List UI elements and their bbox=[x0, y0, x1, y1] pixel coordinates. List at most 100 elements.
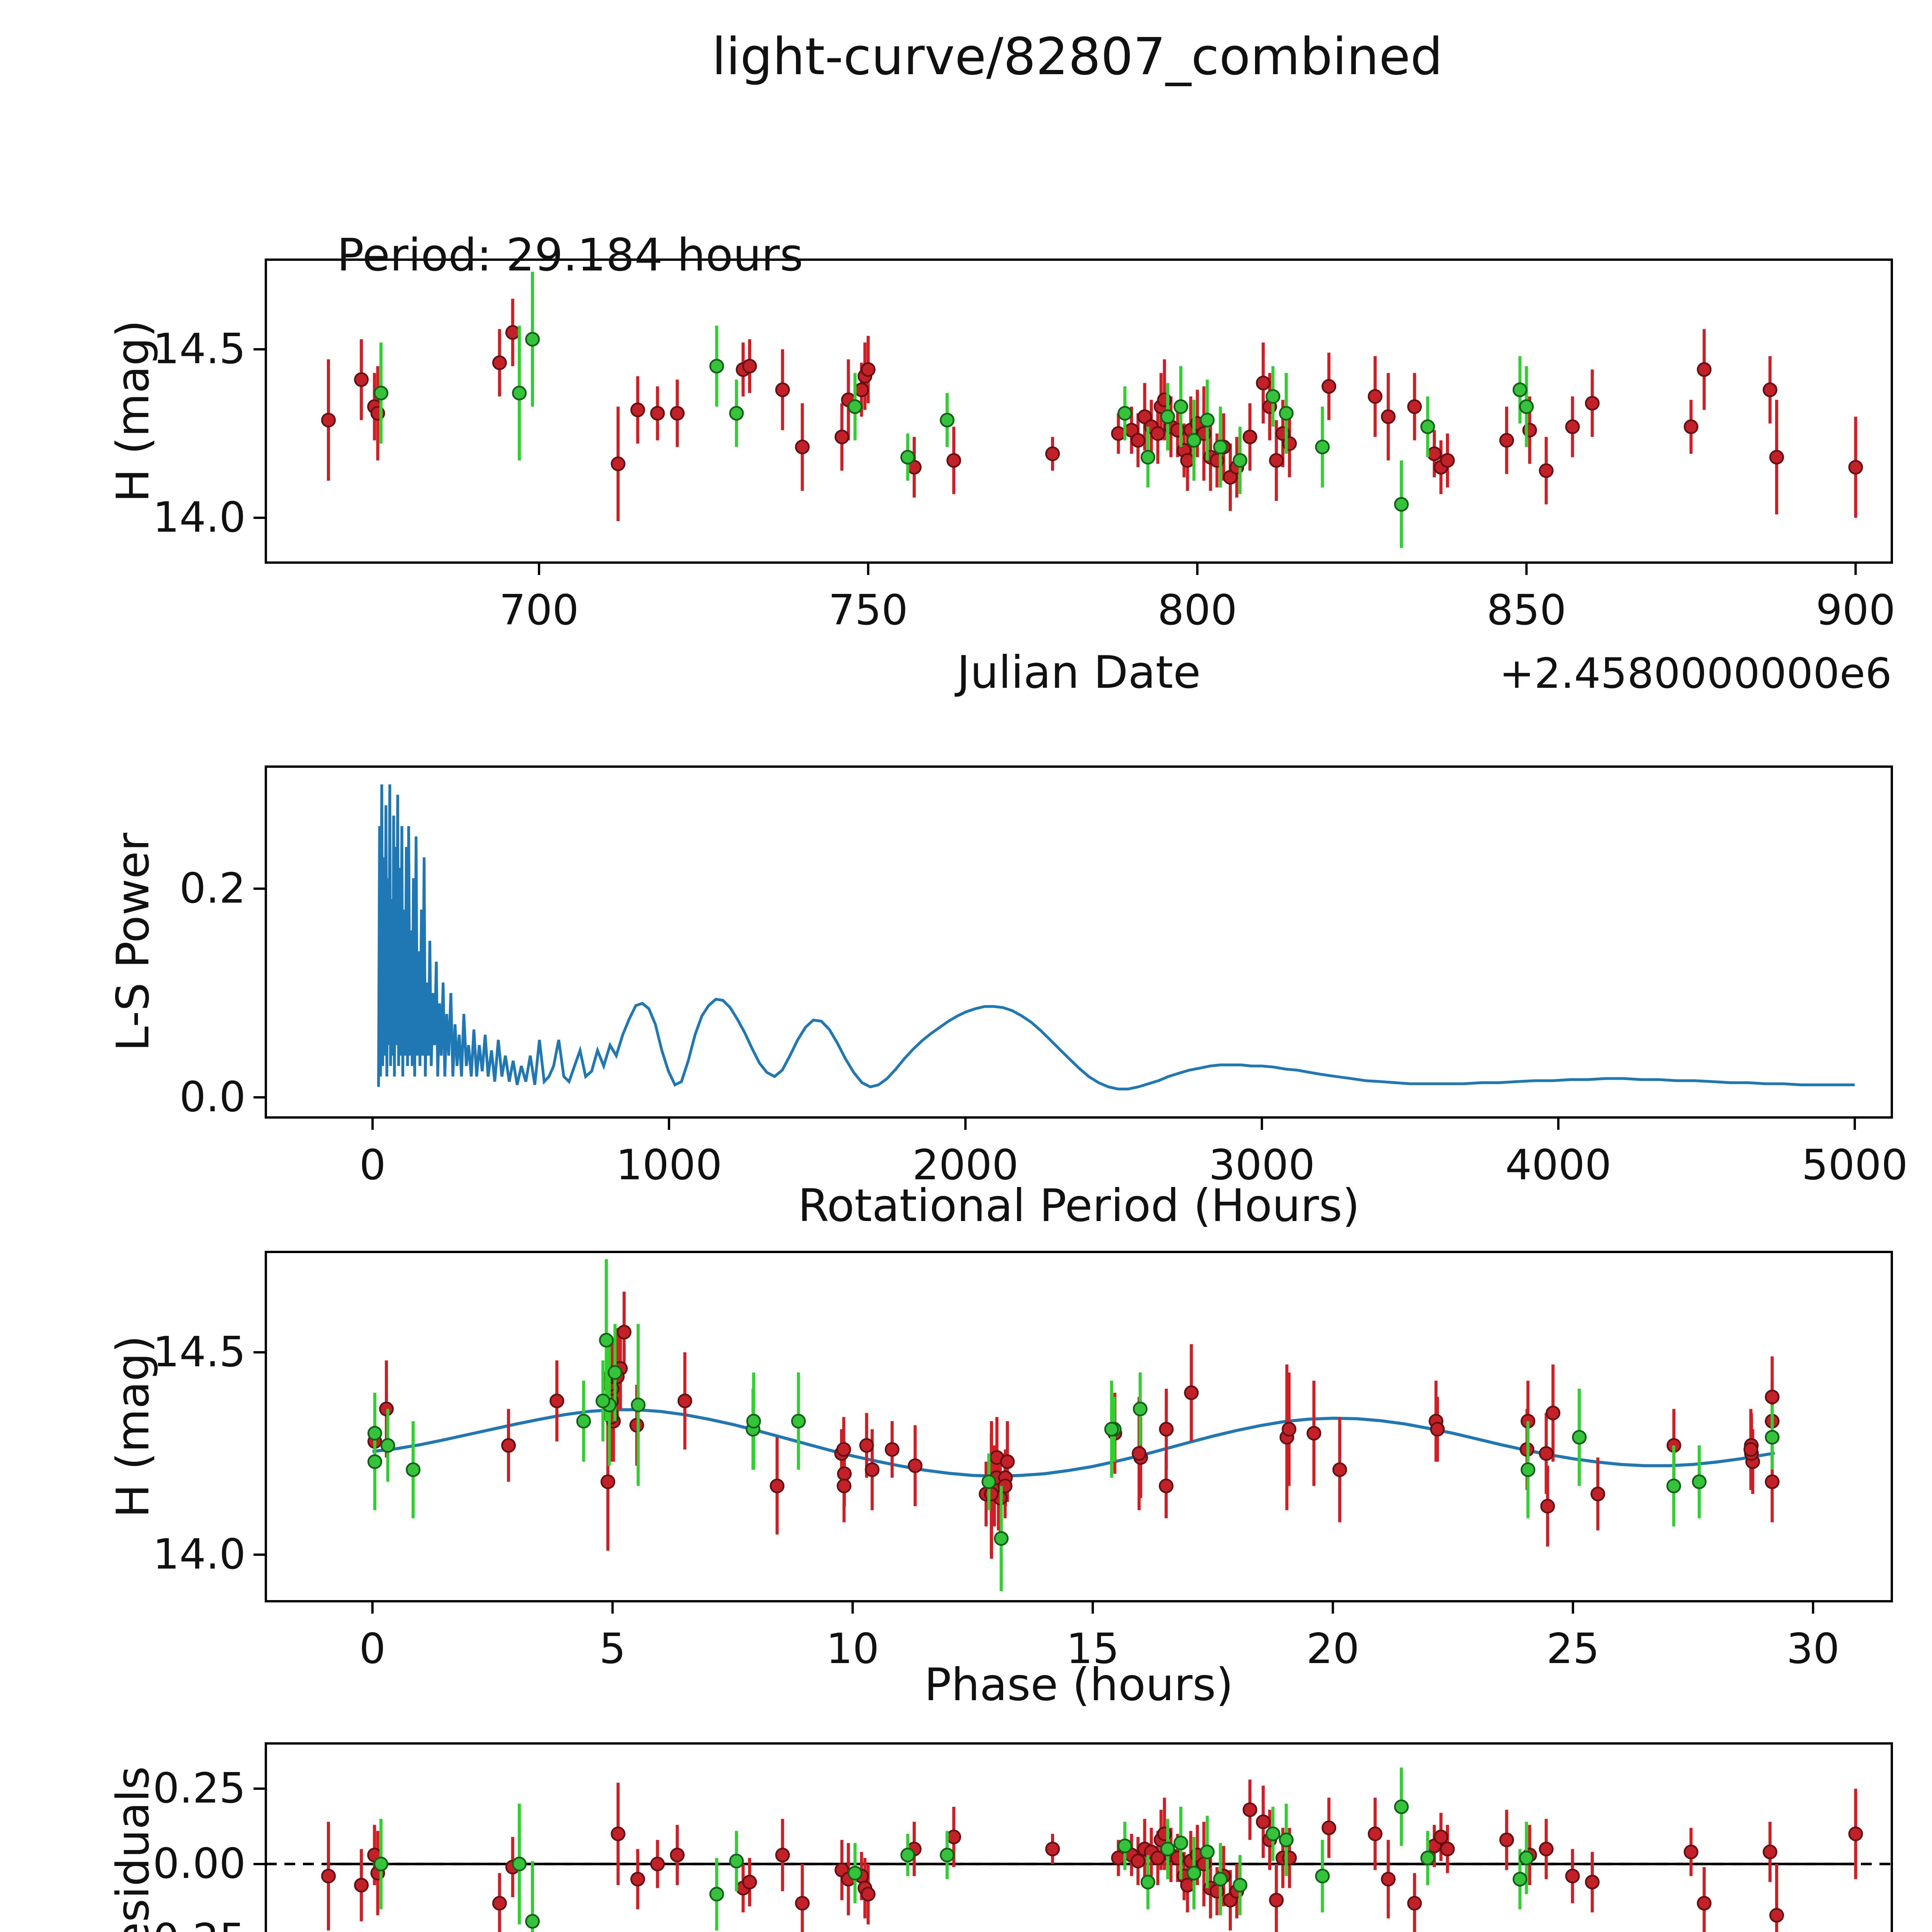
data-point-red bbox=[1159, 1422, 1174, 1437]
data-point-green bbox=[940, 413, 955, 428]
data-point-red bbox=[611, 1827, 626, 1842]
data-point-red bbox=[1367, 1827, 1383, 1842]
x-tick-label: 900 bbox=[1816, 586, 1895, 634]
data-point-red bbox=[1539, 463, 1554, 478]
data-point-green bbox=[1160, 1842, 1175, 1857]
data-point-red bbox=[1769, 450, 1784, 465]
data-point-red bbox=[1131, 433, 1146, 448]
data-point-red bbox=[617, 1325, 632, 1340]
data-point-green bbox=[1140, 450, 1155, 465]
period-annotation: Period: 29.184 hours bbox=[337, 229, 803, 281]
panel-periodogram-axes bbox=[265, 765, 1893, 1119]
data-point-green bbox=[380, 1438, 395, 1453]
data-point-red bbox=[670, 1847, 685, 1862]
data-point-red bbox=[1332, 1462, 1347, 1477]
data-point-green bbox=[1265, 389, 1281, 404]
data-point-red bbox=[1407, 1896, 1422, 1911]
data-point-red bbox=[1306, 1426, 1321, 1441]
data-point-green bbox=[709, 1887, 724, 1902]
data-point-red bbox=[1684, 419, 1699, 434]
data-point-green bbox=[1520, 1462, 1536, 1477]
data-point-red bbox=[1540, 1498, 1555, 1514]
data-point-red bbox=[1539, 1842, 1554, 1857]
data-point-green bbox=[1572, 1430, 1587, 1445]
x-tick-label: 3000 bbox=[1209, 1141, 1315, 1189]
data-point-green bbox=[729, 1854, 744, 1869]
x-tick-label: 700 bbox=[499, 586, 579, 634]
data-point-red bbox=[321, 1869, 336, 1884]
x-tick-label: 750 bbox=[828, 586, 908, 634]
x-tick-label: 20 bbox=[1306, 1625, 1359, 1673]
data-point-red bbox=[775, 382, 790, 397]
data-point-red bbox=[1269, 1893, 1284, 1908]
data-point-red bbox=[1848, 1827, 1863, 1842]
data-point-red bbox=[1565, 419, 1580, 434]
periodogram-line bbox=[377, 784, 1855, 1090]
data-point-green bbox=[1519, 399, 1534, 414]
y-tick-label: 0.00 bbox=[153, 1840, 246, 1888]
data-point-green bbox=[525, 1914, 540, 1929]
data-point-red bbox=[1321, 1820, 1337, 1835]
x-tick-label: 0 bbox=[359, 1625, 386, 1673]
y-tick-label: 0.2 bbox=[179, 864, 246, 913]
data-point-green bbox=[1512, 1872, 1527, 1887]
data-point-green bbox=[900, 1847, 915, 1862]
data-point-red bbox=[861, 1887, 876, 1902]
data-point-red bbox=[1321, 379, 1337, 394]
data-point-green bbox=[525, 332, 540, 347]
y-tick-label: −0.25 bbox=[118, 1915, 246, 1932]
data-point-green bbox=[1186, 1866, 1201, 1881]
data-point-red bbox=[770, 1478, 785, 1493]
data-point-red bbox=[1697, 362, 1712, 377]
data-point-red bbox=[354, 1878, 369, 1893]
y-tick-label: 14.0 bbox=[153, 1531, 246, 1579]
data-point-red bbox=[1180, 453, 1195, 468]
data-point-green bbox=[374, 386, 389, 401]
data-point-green bbox=[847, 399, 862, 414]
data-point-red bbox=[505, 325, 520, 340]
x-tick-label: 5000 bbox=[1802, 1141, 1908, 1189]
data-point-red bbox=[670, 406, 685, 421]
data-point-green bbox=[1692, 1474, 1707, 1489]
data-point-red bbox=[630, 1872, 645, 1887]
data-point-red bbox=[1765, 1389, 1780, 1405]
data-point-green bbox=[1213, 439, 1228, 454]
data-point-red bbox=[354, 372, 369, 387]
data-point-red bbox=[884, 1442, 900, 1457]
data-point-red bbox=[1684, 1844, 1699, 1859]
data-point-green bbox=[512, 386, 527, 401]
data-point-red bbox=[1242, 1802, 1257, 1817]
data-point-red bbox=[630, 402, 645, 417]
data-point-green bbox=[599, 1333, 614, 1348]
data-point-red bbox=[859, 1438, 874, 1453]
data-point-green bbox=[1512, 382, 1527, 397]
panel-light_curve-axes bbox=[265, 259, 1893, 564]
data-point-green bbox=[1394, 1799, 1409, 1815]
data-point-red bbox=[1407, 399, 1422, 414]
xlabel-phase_fold: Phase (hours) bbox=[924, 1659, 1233, 1711]
data-point-red bbox=[1762, 1844, 1777, 1859]
y-tick-label: 0.25 bbox=[153, 1764, 246, 1813]
y-tick-label: 0.0 bbox=[179, 1073, 246, 1121]
data-point-green bbox=[1173, 1835, 1188, 1850]
data-point-red bbox=[549, 1393, 565, 1408]
data-point-red bbox=[908, 1458, 923, 1473]
data-point-red bbox=[836, 1442, 851, 1457]
x-tick-label: 0 bbox=[359, 1141, 386, 1189]
data-point-green bbox=[607, 1365, 622, 1380]
data-point-green bbox=[1140, 1874, 1155, 1889]
data-point-green bbox=[940, 1847, 955, 1862]
x-tick-label: 10 bbox=[826, 1625, 879, 1673]
data-point-green bbox=[1394, 497, 1409, 512]
data-point-red bbox=[1269, 453, 1284, 468]
data-point-green bbox=[374, 1857, 389, 1872]
y-tick-label: 14.5 bbox=[153, 325, 246, 373]
data-point-green bbox=[994, 1531, 1009, 1546]
data-point-red bbox=[1697, 1896, 1712, 1911]
data-point-green bbox=[1315, 439, 1330, 454]
data-point-green bbox=[1117, 406, 1133, 421]
data-point-red bbox=[742, 359, 757, 374]
panel-periodogram-content bbox=[377, 784, 1855, 1090]
panel-residuals-content bbox=[266, 1767, 1892, 1932]
